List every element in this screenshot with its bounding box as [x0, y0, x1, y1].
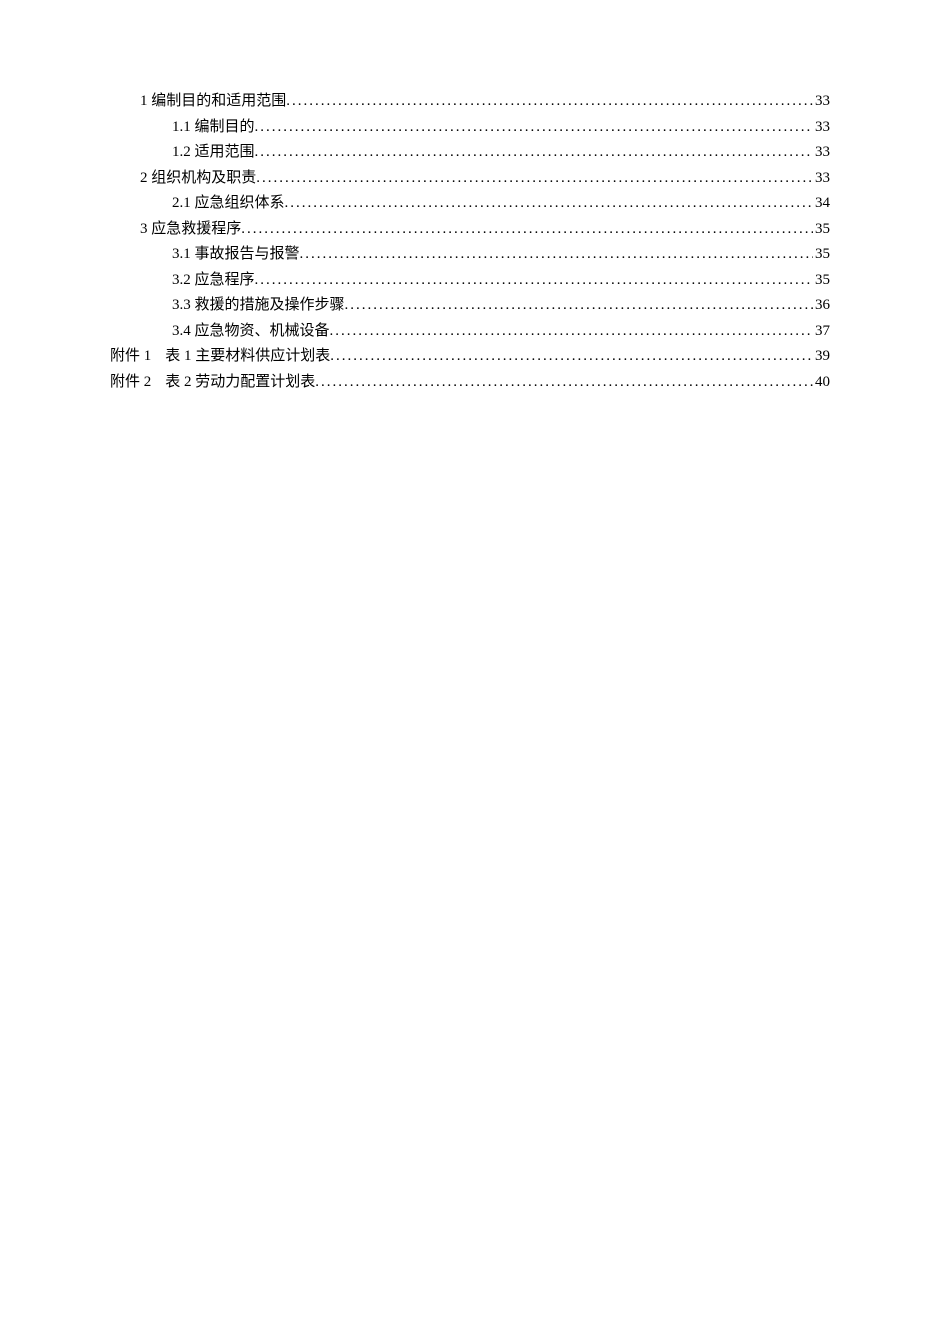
toc-entry: 1.1 编制目的 33 [110, 116, 830, 139]
toc-entry: 3.4 应急物资、机械设备 37 [110, 320, 830, 343]
toc-entry: 1.2 适用范围 33 [110, 141, 830, 164]
toc-label: 3.1 事故报告与报警 [172, 243, 300, 266]
toc-page-number: 34 [813, 192, 830, 215]
toc-label: 1.2 适用范围 [172, 141, 255, 164]
toc-entry: 2.1 应急组织体系 34 [110, 192, 830, 215]
toc-leader-dots [315, 371, 813, 394]
toc-entry: 3.1 事故报告与报警 35 [110, 243, 830, 266]
toc-leader-dots [285, 192, 813, 215]
toc-page-number: 33 [813, 141, 830, 164]
table-of-contents: 1 编制目的和适用范围331.1 编制目的331.2 适用范围332 组织机构及… [110, 90, 830, 393]
toc-entry: 附件 1 表 1 主要材料供应计划表 39 [110, 345, 830, 368]
toc-label: 3.3 救援的措施及操作步骤 [172, 294, 345, 317]
toc-leader-dots [255, 269, 813, 292]
toc-leader-dots [330, 345, 813, 368]
toc-leader-dots [286, 90, 813, 113]
toc-label: 表 2 劳动力配置计划表 [165, 371, 315, 394]
toc-prefix: 附件 1 [110, 345, 151, 368]
toc-page-number: 33 [813, 90, 830, 113]
toc-page-number: 36 [813, 294, 830, 317]
toc-label: 表 1 主要材料供应计划表 [165, 345, 330, 368]
toc-page-number: 35 [813, 218, 830, 241]
toc-label: 3.4 应急物资、机械设备 [172, 320, 330, 343]
toc-page-number: 35 [813, 243, 830, 266]
toc-leader-dots [330, 320, 813, 343]
toc-leader-dots [255, 116, 813, 139]
toc-page-number: 33 [813, 167, 830, 190]
toc-label: 3.2 应急程序 [172, 269, 255, 292]
toc-entry: 1 编制目的和适用范围 33 [110, 90, 830, 113]
toc-label: 1 编制目的和适用范围 [140, 90, 286, 113]
toc-label: 2.1 应急组织体系 [172, 192, 285, 215]
toc-entry: 3 应急救援程序 35 [110, 218, 830, 241]
toc-page-number: 35 [813, 269, 830, 292]
toc-page-number: 33 [813, 116, 830, 139]
toc-leader-dots [300, 243, 813, 266]
toc-leader-dots [345, 294, 813, 317]
toc-entry: 2 组织机构及职责 33 [110, 167, 830, 190]
toc-page-number: 39 [813, 345, 830, 368]
toc-entry: 3.3 救援的措施及操作步骤 36 [110, 294, 830, 317]
toc-page-number: 37 [813, 320, 830, 343]
toc-label: 3 应急救援程序 [140, 218, 241, 241]
toc-prefix: 附件 2 [110, 371, 151, 394]
toc-leader-dots [256, 167, 813, 190]
toc-leader-dots [241, 218, 813, 241]
toc-entry: 附件 2 表 2 劳动力配置计划表 40 [110, 371, 830, 394]
toc-label: 1.1 编制目的 [172, 116, 255, 139]
toc-entry: 3.2 应急程序 35 [110, 269, 830, 292]
toc-label: 2 组织机构及职责 [140, 167, 256, 190]
toc-leader-dots [255, 141, 813, 164]
toc-page-number: 40 [813, 371, 830, 394]
